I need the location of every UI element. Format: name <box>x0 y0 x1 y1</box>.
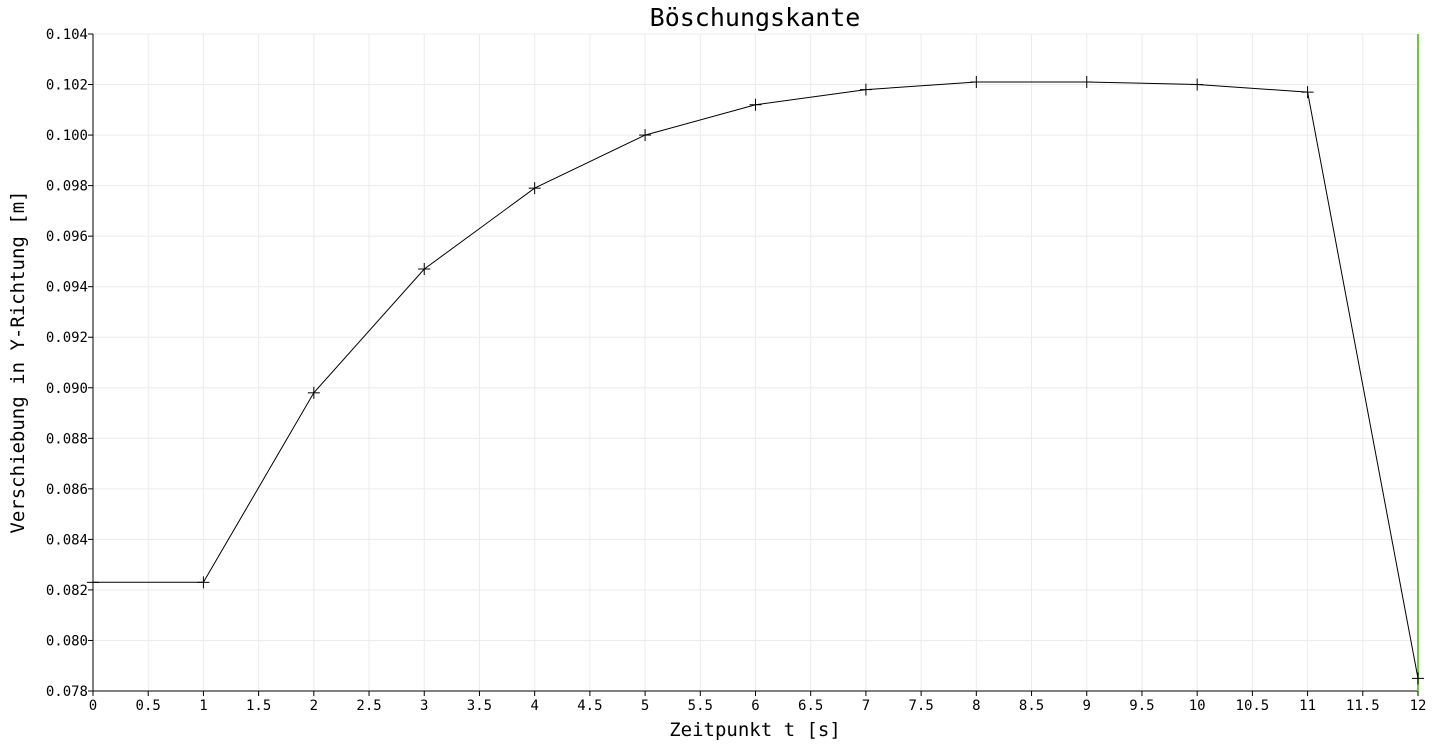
x-tick-label: 6.5 <box>798 698 823 714</box>
data-point <box>749 98 762 111</box>
x-tick-label: 11 <box>1299 698 1316 714</box>
x-tick-label: 2 <box>310 698 318 714</box>
x-tick-label: 7.5 <box>908 698 933 714</box>
x-tick-label: 12 <box>1410 698 1427 714</box>
y-tick-label: 0.078 <box>46 684 88 700</box>
data-point <box>1301 86 1314 99</box>
x-tick-label: 5.5 <box>688 698 713 714</box>
x-tick-label: 11.5 <box>1346 698 1380 714</box>
x-tick-label: 1.5 <box>246 698 271 714</box>
data-point <box>1412 672 1424 685</box>
x-tick-label: 7 <box>862 698 870 714</box>
y-tick-label: 0.084 <box>46 532 88 548</box>
x-tick-label: 10 <box>1189 698 1206 714</box>
markers <box>87 76 1424 685</box>
y-tick-label: 0.100 <box>46 128 88 144</box>
x-tick-label: 9.5 <box>1129 698 1154 714</box>
x-tick-label: 10.5 <box>1236 698 1270 714</box>
x-axis-label: Zeitpunkt t [s] <box>669 719 841 741</box>
y-tick-label: 0.102 <box>46 78 88 94</box>
data-point <box>87 576 99 589</box>
x-tick-label: 6 <box>751 698 759 714</box>
y-tick-label: 0.104 <box>46 27 88 43</box>
y-tick-label: 0.092 <box>46 330 88 346</box>
data-point <box>197 576 210 589</box>
x-tick-label: 3 <box>420 698 428 714</box>
y-tick-label: 0.088 <box>46 431 88 447</box>
x-tick-label: 5 <box>641 698 649 714</box>
x-tick-label: 9 <box>1083 698 1091 714</box>
data-point <box>639 129 652 142</box>
data-point <box>859 83 872 96</box>
data-point <box>970 76 983 89</box>
y-tick-label: 0.082 <box>46 583 88 599</box>
data-point <box>307 386 320 399</box>
chart-title: Böschungskante <box>650 3 861 32</box>
y-tick-label: 0.098 <box>46 179 88 195</box>
grid <box>92 33 1419 692</box>
y-tick-label: 0.086 <box>46 482 88 498</box>
axes: 0 0.5 1 1.5 2 2.5 3 3.5 4 4.5 5 5.5 6 6.5 7 7.5 8 8.5 9 9.5… <box>46 27 1427 714</box>
x-tick-label: 8.5 <box>1019 698 1044 714</box>
x-tick-label: 0.5 <box>136 698 161 714</box>
x-tick-label: 2.5 <box>356 698 381 714</box>
x-tick-label: 4 <box>530 698 538 714</box>
x-tick-label: 1 <box>199 698 207 714</box>
data-point <box>1080 76 1093 89</box>
data-point <box>528 182 541 195</box>
x-tick-label: 4.5 <box>577 698 602 714</box>
x-tick-label: 8 <box>972 698 980 714</box>
y-tick-label: 0.090 <box>46 381 88 397</box>
data-point <box>1191 78 1204 91</box>
x-tick-label: 0 <box>89 698 97 714</box>
data-point <box>418 263 431 276</box>
x-tick-label: 3.5 <box>467 698 492 714</box>
y-tick-label: 0.094 <box>46 280 88 296</box>
y-tick-label: 0.096 <box>46 229 88 245</box>
y-tick-label: 0.080 <box>46 633 88 649</box>
y-axis-label: Verschiebung in Y-Richtung [m] <box>7 190 29 533</box>
